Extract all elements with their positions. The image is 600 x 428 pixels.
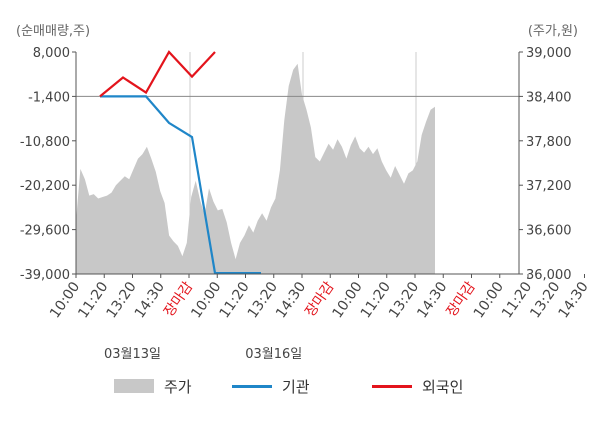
right-y-tick-label: 39,000 <box>526 46 572 61</box>
date-label: 03월13일 <box>104 347 161 362</box>
date-label: 03월16일 <box>245 347 302 362</box>
x-tick-label: 14:30 <box>556 279 592 321</box>
foreign-line <box>99 50 216 98</box>
legend-swatch-price <box>114 379 154 393</box>
legend-item-price: 주가 <box>114 374 192 398</box>
institution-line <box>100 95 261 275</box>
legend-label-price: 주가 <box>164 377 192 396</box>
x-tick-label: 14:30 <box>273 279 309 321</box>
right-y-tick-label: 37,200 <box>526 179 572 194</box>
legend: 주가 기관 외국인 <box>0 374 600 398</box>
right-y-tick-label: 36,600 <box>526 224 572 239</box>
x-axis-labels: 10:0011:2013:2014:30장마감10:0011:2013:2014… <box>47 274 592 321</box>
left-y-tick-label: 8,000 <box>33 46 70 61</box>
legend-item-institution: 기관 <box>232 374 310 398</box>
left-axis-unit: (순매매량,주) <box>16 24 91 39</box>
price-area-series <box>76 63 435 274</box>
left-y-tick-label: -10,800 <box>20 135 70 150</box>
x-tick-label: 14:30 <box>414 279 450 321</box>
legend-label-institution: 기관 <box>282 377 310 396</box>
right-y-axis-labels: 39,000 38,400 37,800 37,200 36,600 36,000 <box>519 46 572 283</box>
axes <box>75 52 520 275</box>
left-y-tick-label: -20,200 <box>20 179 70 194</box>
legend-swatch-institution <box>232 384 272 388</box>
right-y-tick-label: 38,400 <box>526 90 572 105</box>
legend-item-foreign: 외국인 <box>372 374 463 398</box>
left-y-axis-labels: 8,000 -1,400 -10,800 -20,200 -29,600 -39,000 <box>20 46 76 283</box>
left-y-tick-label: -39,000 <box>20 268 70 283</box>
legend-swatch-foreign <box>372 384 412 388</box>
left-y-tick-label: -1,400 <box>28 90 70 105</box>
left-y-tick-label: -29,600 <box>20 224 70 239</box>
legend-label-foreign: 외국인 <box>422 377 464 396</box>
x-tick-label: 14:30 <box>132 279 168 321</box>
right-y-tick-label: 37,800 <box>526 135 572 150</box>
date-labels: 03월13일 03월16일 <box>104 347 302 362</box>
right-axis-unit: (주가,원) <box>527 24 578 39</box>
right-y-tick-label: 36,000 <box>526 268 572 283</box>
price-area <box>76 63 435 274</box>
flow-line-series <box>99 50 261 275</box>
